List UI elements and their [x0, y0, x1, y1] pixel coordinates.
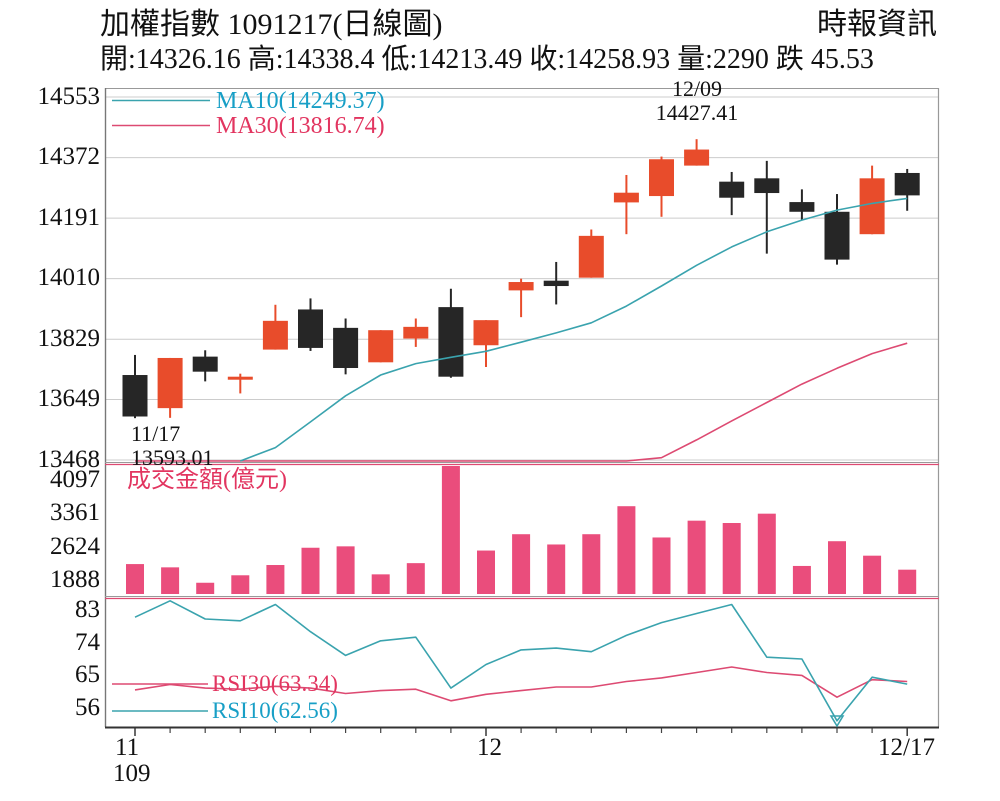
volume-bar: [161, 567, 180, 594]
volume-y-tick: 4097: [50, 466, 100, 493]
volume-bar: [547, 544, 566, 594]
volume-bar: [582, 534, 601, 594]
main-y-tick: 13468: [37, 446, 101, 473]
low-annotation-date: 11/17: [131, 421, 181, 446]
volume-y-tick: 2624: [50, 533, 100, 560]
candle-body-down: [719, 181, 745, 198]
volume-y-tick: 1888: [50, 566, 100, 593]
candle-body-up: [368, 330, 394, 363]
volume-bar: [757, 513, 776, 594]
volume-panel-label: 成交金額(億元): [127, 467, 287, 493]
x-label-month-11: 11: [115, 734, 140, 761]
rsi-y-tick: 56: [75, 694, 100, 721]
rsi-y-tick: 65: [75, 661, 100, 688]
x-label-month-12: 12: [477, 734, 502, 761]
candle-body-up: [508, 282, 534, 291]
volume-bar: [512, 534, 531, 594]
volume-bar: [863, 555, 882, 594]
ma10-legend-label: MA10(14249.37): [216, 88, 385, 114]
candle-body-down: [192, 356, 218, 372]
volume-bar: [126, 564, 144, 594]
volume-bar: [371, 574, 390, 594]
candle-body-down: [894, 172, 920, 196]
main-y-tick: 14372: [37, 143, 101, 170]
rsi10-legend-label: RSI10(62.56): [212, 698, 338, 723]
candle-body-down: [789, 202, 815, 212]
rsi-y-tick: 83: [75, 596, 100, 623]
candle-body-up: [613, 192, 639, 203]
rsi30-legend-label: RSI30(63.34): [212, 671, 338, 696]
main-y-tick: 13649: [37, 385, 101, 412]
volume-bar: [196, 582, 215, 594]
axis-triangle-marker: [829, 715, 845, 728]
volume-bar: [266, 565, 285, 594]
candle-body-up: [649, 159, 674, 197]
candle-body-down: [333, 327, 359, 368]
ma30-line: [135, 342, 908, 462]
volume-bar: [792, 565, 811, 594]
high-annotation-date: 12/09: [671, 76, 723, 101]
main-y-tick: 13829: [37, 325, 101, 352]
ma10-line: [240, 197, 908, 462]
main-y-tick: 14010: [37, 264, 101, 291]
candle-body-down: [298, 309, 323, 348]
page-title: 加權指數 1091217(日線圖): [100, 8, 443, 41]
candle-body-up: [684, 149, 710, 166]
volume-bar: [477, 550, 495, 594]
candle-body-up: [262, 320, 288, 350]
rsi10-line: [134, 599, 908, 722]
volume-bar: [336, 546, 355, 594]
rsi-y-tick: 74: [75, 629, 100, 656]
candle-body-down: [122, 375, 148, 417]
candle-body-down: [438, 307, 464, 377]
volume-bar: [898, 569, 917, 594]
main-y-tick: 14191: [37, 204, 101, 231]
x-label-last-date: 12/17: [878, 734, 935, 761]
volume-bar: [231, 575, 250, 594]
ma30-legend-label: MA30(13816.74): [216, 113, 385, 139]
candle-body-down: [754, 178, 780, 194]
candle-body-up: [578, 235, 604, 278]
candle-body-up: [859, 178, 885, 235]
candle-body-down: [543, 280, 569, 287]
candle-body-up: [473, 320, 499, 346]
candle-body-up: [403, 326, 429, 339]
rsi30-line: [134, 666, 908, 702]
ohlc-info-line: 開:14326.16 高:14338.4 低:14213.49 收:14258.…: [100, 44, 874, 75]
volume-y-tick: 3361: [50, 499, 100, 526]
low-annotation-value: 13593.01: [131, 445, 214, 470]
volume-bar: [301, 547, 320, 594]
volume-bar: [722, 523, 741, 594]
volume-bar: [687, 520, 706, 594]
volume-bar: [441, 466, 460, 594]
candle-body-up: [227, 376, 253, 380]
x-label-year-109: 109: [113, 760, 151, 787]
source-label: 時報資訊: [817, 8, 937, 41]
candle-body-down: [824, 211, 850, 260]
high-annotation-value: 14427.41: [655, 100, 739, 125]
volume-bar: [617, 506, 636, 594]
main-y-tick: 14553: [37, 83, 101, 110]
volume-bar: [406, 563, 425, 594]
candle-body-up: [157, 357, 183, 409]
volume-bar: [828, 541, 846, 594]
volume-bar: [652, 537, 671, 594]
